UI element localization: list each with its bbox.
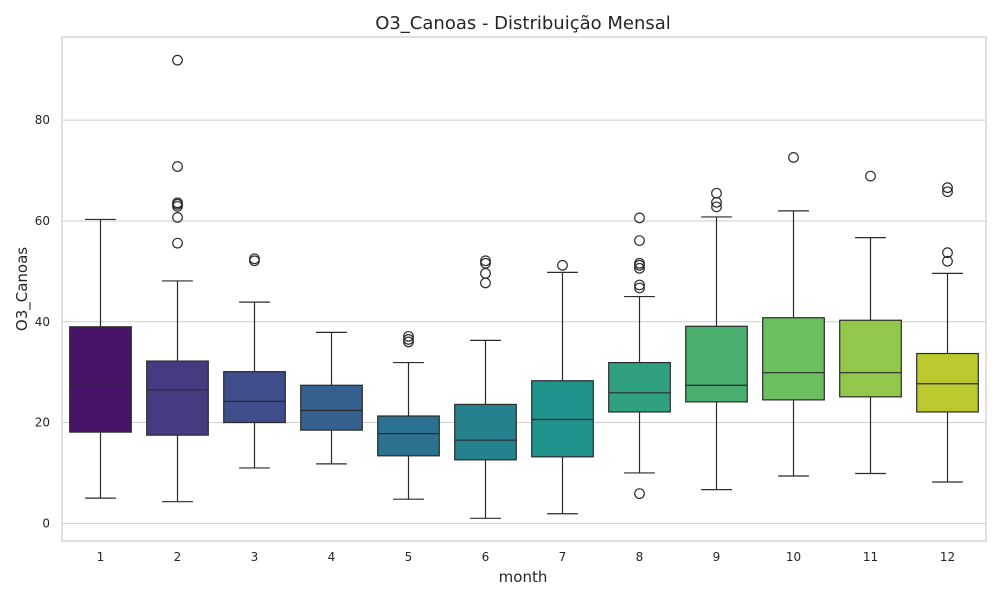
outlier-point <box>711 187 722 199</box>
outlier-point <box>557 259 568 271</box>
outlier-point <box>865 170 876 182</box>
outlier-point <box>942 247 953 259</box>
outlier-point <box>942 255 953 267</box>
y-axis-ticks: 0 20 40 60 80 <box>35 113 50 530</box>
iqr-box <box>377 415 440 457</box>
plot-frame <box>61 36 987 542</box>
outlier-point <box>403 334 414 345</box>
x-axis-label: month <box>499 568 548 586</box>
outlier-point <box>634 235 645 247</box>
iqr-box <box>146 360 209 436</box>
outlier-point <box>634 488 645 500</box>
outlier-point <box>480 257 491 269</box>
outlier-point <box>634 279 645 291</box>
box-month-4 <box>300 331 363 465</box>
iqr-box <box>608 361 671 413</box>
x-tick-label: 10 <box>786 550 801 564</box>
grid-lines <box>62 119 986 524</box>
y-tick-label: 40 <box>35 315 50 329</box>
outlier-point <box>942 186 953 198</box>
box-month-11 <box>839 170 902 475</box>
chart-title: O3_Canoas - Distribuição Mensal <box>375 13 671 34</box>
y-tick-label: 60 <box>35 214 50 228</box>
outlier-point <box>403 330 414 342</box>
outlier-point <box>249 253 260 265</box>
x-tick-label: 12 <box>940 550 955 564</box>
iqr-box <box>531 380 594 458</box>
outlier-point <box>942 182 953 194</box>
x-axis-ticks: 1 2 3 4 5 6 7 8 9 10 11 12 <box>97 550 955 564</box>
outlier-point <box>480 267 491 279</box>
x-tick-label: 1 <box>97 550 105 564</box>
outlier-point <box>711 201 722 213</box>
x-tick-label: 7 <box>559 550 567 564</box>
iqr-box <box>762 317 825 401</box>
y-axis-label: O3_Canoas <box>13 247 32 331</box>
outlier-point <box>172 237 183 249</box>
outlier-point <box>172 212 183 223</box>
x-tick-label: 11 <box>863 550 878 564</box>
x-tick-label: 5 <box>405 550 413 564</box>
box-month-8 <box>608 212 671 500</box>
box-month-12 <box>916 182 979 483</box>
outlier-point <box>480 255 491 267</box>
x-tick-label: 9 <box>713 550 721 564</box>
y-tick-label: 80 <box>35 113 50 127</box>
outlier-point <box>634 262 645 274</box>
outlier-point <box>480 277 491 289</box>
iqr-box <box>69 326 132 433</box>
box-month-2 <box>146 54 209 503</box>
iqr-box <box>685 325 748 403</box>
outlier-point <box>634 282 645 294</box>
iqr-box <box>300 384 363 431</box>
outlier-point <box>788 152 799 163</box>
box-month-3 <box>223 253 286 469</box>
box-month-1 <box>69 218 132 499</box>
box-month-9 <box>685 187 748 491</box>
box-month-10 <box>762 152 825 477</box>
outlier-point <box>634 212 645 224</box>
iqr-box <box>454 403 517 461</box>
box-month-6 <box>454 255 517 519</box>
x-tick-label: 4 <box>328 550 336 564</box>
iqr-box <box>916 352 979 413</box>
box-month-7 <box>531 259 594 515</box>
outlier-point <box>172 197 183 209</box>
iqr-box <box>223 371 286 424</box>
boxes <box>69 54 979 519</box>
y-tick-label: 20 <box>35 416 50 430</box>
outlier-point <box>172 54 183 66</box>
box-month-5 <box>377 330 440 500</box>
outlier-point <box>634 257 645 269</box>
x-tick-label: 6 <box>482 550 490 564</box>
x-tick-label: 2 <box>174 550 182 564</box>
x-tick-label: 8 <box>636 550 644 564</box>
y-tick-label: 0 <box>42 516 50 530</box>
outlier-point <box>403 336 414 348</box>
iqr-box <box>839 319 902 398</box>
outlier-point <box>172 161 183 172</box>
x-tick-label: 3 <box>251 550 259 564</box>
